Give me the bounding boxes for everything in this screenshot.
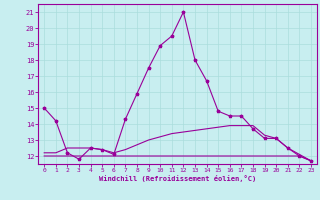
X-axis label: Windchill (Refroidissement éolien,°C): Windchill (Refroidissement éolien,°C) xyxy=(99,175,256,182)
